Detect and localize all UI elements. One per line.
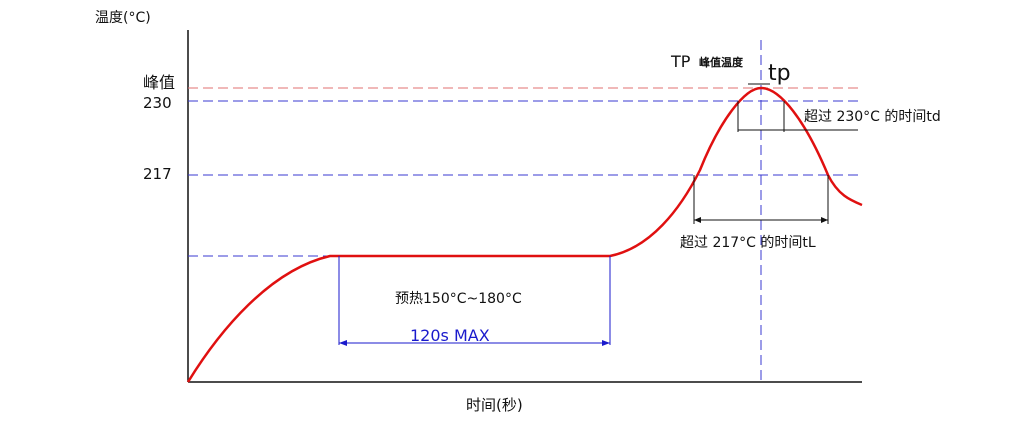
x-axis-title: 时间(秒) bbox=[466, 396, 523, 414]
y-axis-title: 温度(°C) bbox=[95, 10, 151, 26]
arrow-head-left bbox=[339, 340, 347, 346]
temp-217-label: 217 bbox=[143, 165, 172, 183]
tl-label: 超过 217°C 的时间tL bbox=[680, 235, 816, 251]
tp-caption: 峰值温度 bbox=[699, 55, 744, 69]
preheat-duration-label: 120s MAX bbox=[410, 326, 490, 345]
tp-label: TP bbox=[670, 52, 691, 71]
temp-230-label: 230 bbox=[143, 94, 172, 112]
tl-arrow-right bbox=[821, 217, 828, 223]
preheat-label: 预热150°C~180°C bbox=[395, 291, 522, 307]
arrow-head-right bbox=[602, 340, 610, 346]
reflow-curve bbox=[186, 86, 863, 383]
tl-arrow-left bbox=[694, 217, 701, 223]
tp-short-label: tp bbox=[768, 61, 791, 86]
td-label: 超过 230°C 的时间td bbox=[804, 109, 941, 125]
peak-label: 峰值 bbox=[143, 73, 175, 92]
